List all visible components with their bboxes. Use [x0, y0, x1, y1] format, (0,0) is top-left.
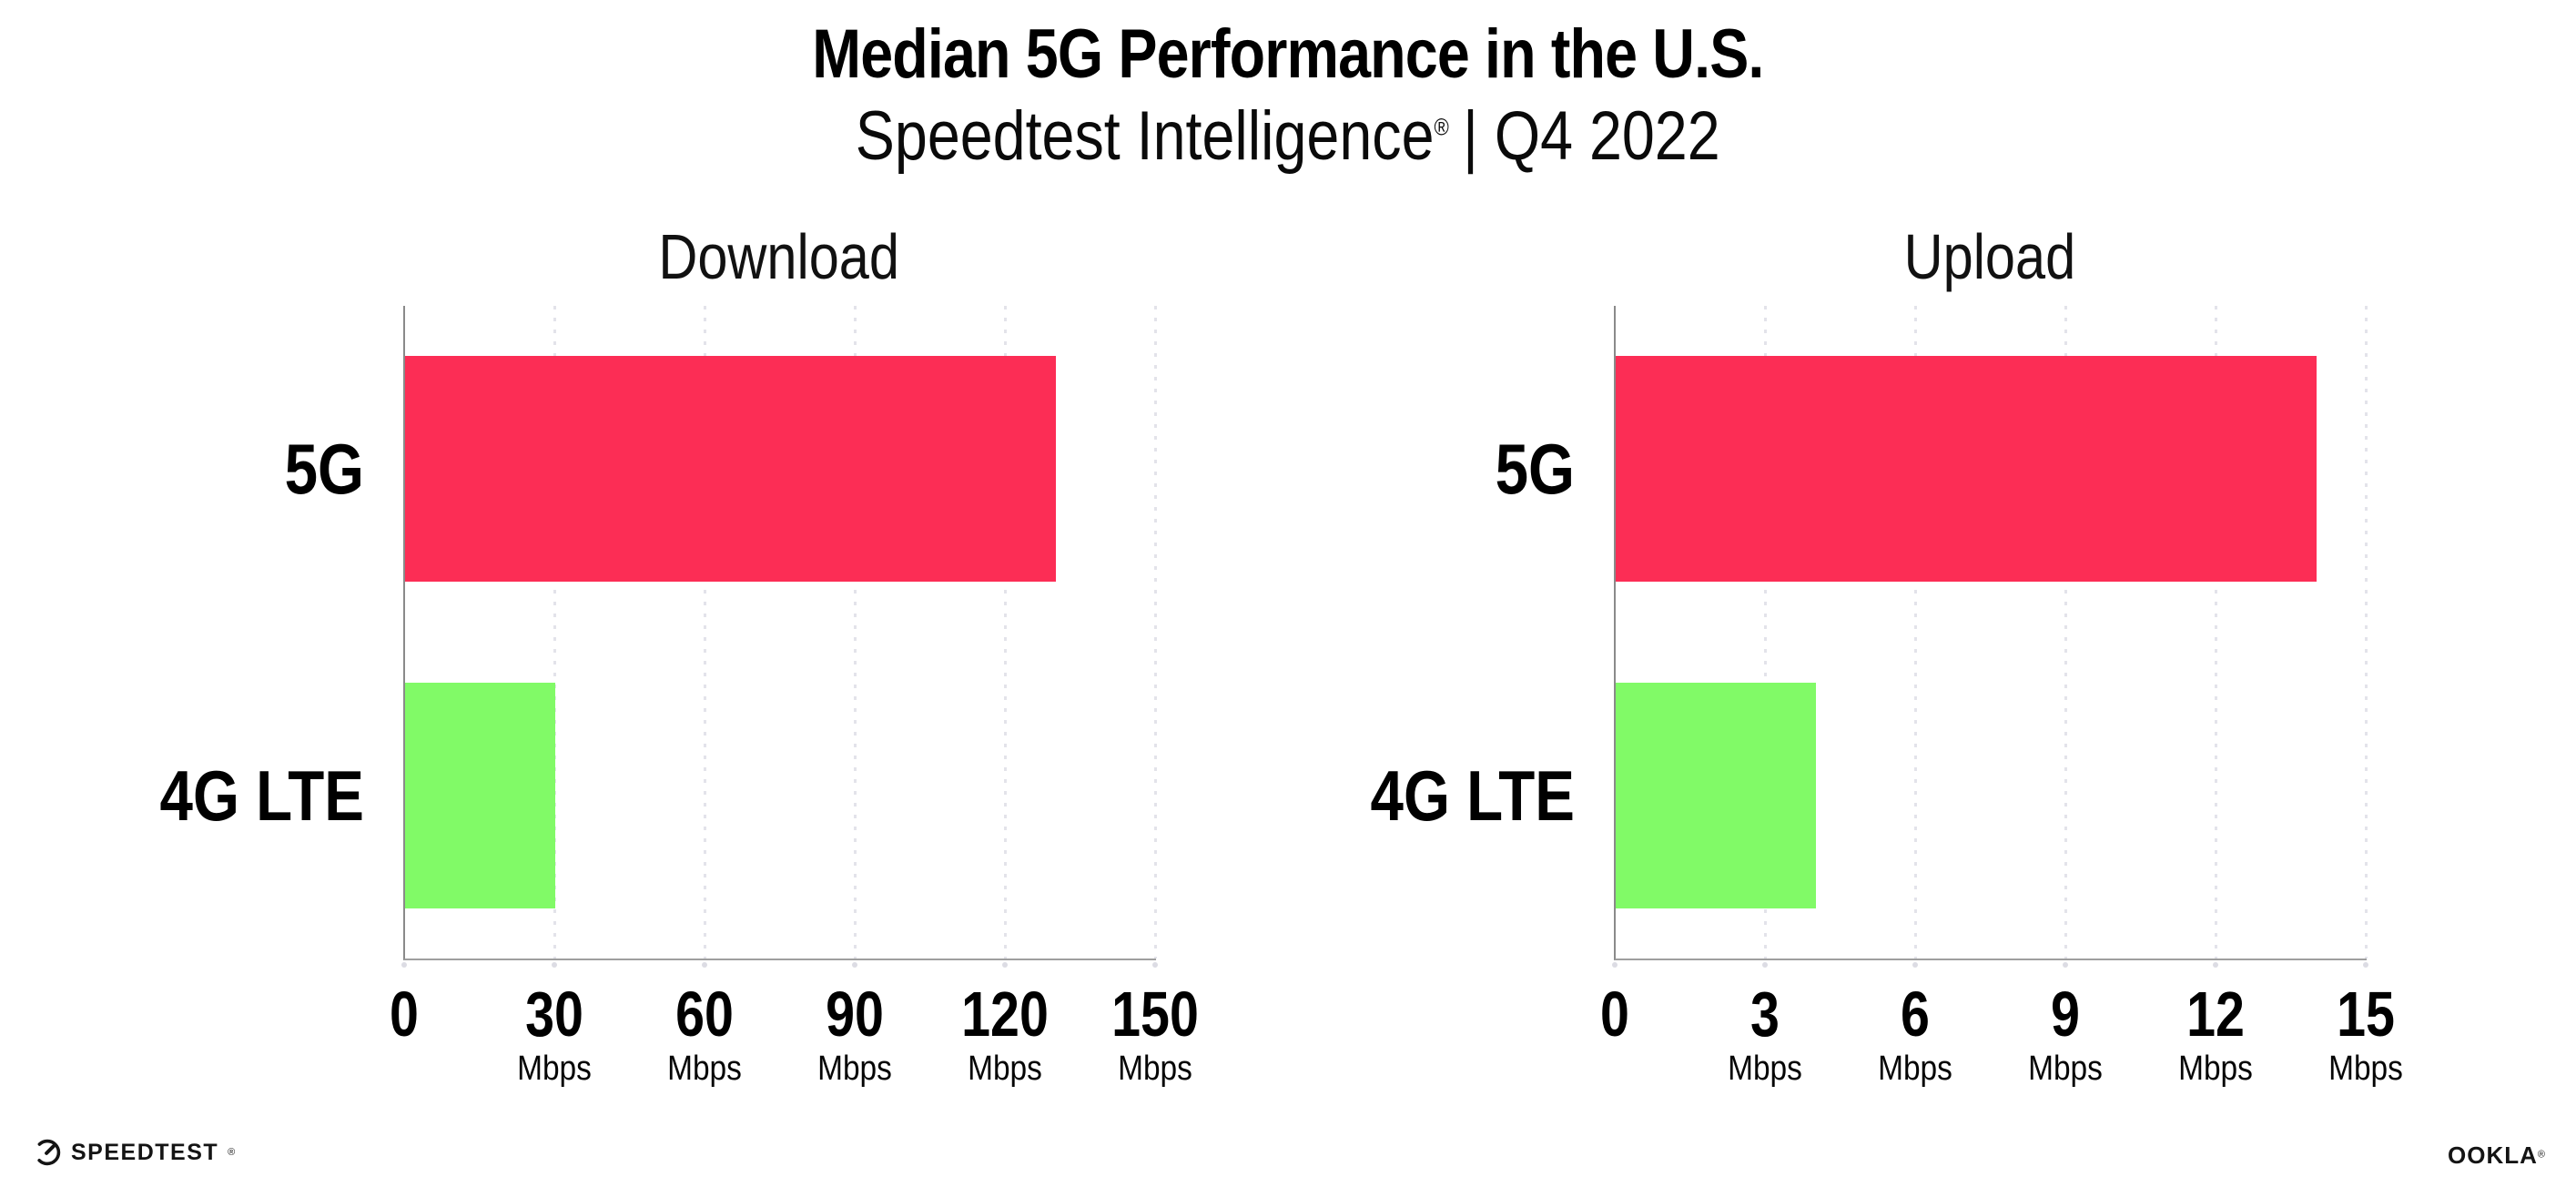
gridline-30 — [553, 306, 556, 959]
ookla-wordmark: OOKLA — [2448, 1141, 2538, 1169]
download-chart-title: Download — [658, 221, 899, 292]
ookla-trademark: ® — [2537, 1149, 2545, 1161]
speedtest-gauge-icon — [34, 1139, 61, 1166]
y-label-5g: 5G — [284, 429, 364, 509]
gridline-60 — [704, 306, 706, 959]
gridline-150 — [1154, 306, 1157, 959]
bar-4g-lte — [405, 683, 555, 908]
speedtest-logo: SPEEDTEST ® — [33, 1138, 235, 1167]
x-tick-label-9: 9 — [2051, 979, 2080, 1050]
y-label-4g-lte: 4G LTE — [159, 756, 364, 836]
x-tick-label-6: 6 — [1901, 979, 1930, 1050]
x-tick-label-12: 12 — [2186, 979, 2245, 1050]
x-tick-label-60: 60 — [675, 979, 734, 1050]
gridline-15 — [2365, 306, 2368, 959]
x-tick-unit-9: Mbps — [2028, 1050, 2103, 1088]
x-tick-label-0: 0 — [1600, 979, 1629, 1050]
x-tick-unit-150: Mbps — [1118, 1050, 1192, 1088]
x-tick-mark-60 — [702, 962, 707, 968]
x-tick-label-30: 30 — [525, 979, 583, 1050]
x-tick-mark-120 — [1002, 962, 1008, 968]
x-tick-label-120: 120 — [961, 979, 1049, 1050]
x-tick-mark-30 — [552, 962, 557, 968]
x-tick-unit-12: Mbps — [2178, 1050, 2253, 1088]
subtitle-brand: Speedtest Intelligence — [856, 97, 1435, 175]
x-tick-mark-150 — [1152, 962, 1158, 968]
page-title-text: Median 5G Performance in the U.S. — [812, 15, 1764, 93]
x-tick-mark-0 — [1612, 962, 1618, 968]
x-tick-mark-0 — [401, 962, 407, 968]
y-label-4g-lte: 4G LTE — [1370, 756, 1575, 836]
bar-5g — [1616, 356, 2317, 582]
x-tick-unit-6: Mbps — [1878, 1050, 1952, 1088]
x-tick-mark-9 — [2063, 962, 2068, 968]
x-tick-mark-15 — [2363, 962, 2368, 968]
y-label-5g: 5G — [1495, 429, 1575, 509]
x-tick-unit-15: Mbps — [2328, 1050, 2403, 1088]
gridline-120 — [1004, 306, 1007, 959]
ookla-logo: OOKLA® — [2448, 1141, 2545, 1170]
gridline-12 — [2215, 306, 2217, 959]
x-tick-mark-90 — [852, 962, 857, 968]
x-tick-label-150: 150 — [1111, 979, 1199, 1050]
gridline-6 — [1914, 306, 1917, 959]
x-tick-unit-90: Mbps — [817, 1050, 892, 1088]
subtitle-period: | Q4 2022 — [1463, 97, 1720, 175]
upload-chart-title: Upload — [1903, 221, 2075, 292]
bar-5g — [405, 356, 1056, 582]
x-tick-unit-120: Mbps — [968, 1050, 1042, 1088]
x-tick-label-15: 15 — [2337, 979, 2395, 1050]
registered-mark: ® — [1434, 113, 1450, 141]
speedtest-wordmark: SPEEDTEST — [71, 1139, 219, 1165]
x-tick-mark-3 — [1762, 962, 1768, 968]
gauge-needle — [45, 1144, 56, 1155]
x-tick-mark-6 — [1912, 962, 1918, 968]
x-tick-mark-12 — [2213, 962, 2218, 968]
download-plot: 0 30 Mbps 60 Mbps 90 Mbps 120 Mbps 150 Mbps 5G 4G LT… — [160, 306, 1199, 1086]
page-title: Median 5G Performance in the U.S. — [0, 16, 2576, 93]
x-tick-label-0: 0 — [390, 979, 419, 1050]
gridline-3 — [1764, 306, 1767, 959]
gridline-9 — [2064, 306, 2067, 959]
x-tick-unit-60: Mbps — [667, 1050, 742, 1088]
x-tick-unit-30: Mbps — [517, 1050, 592, 1088]
page-subtitle: Speedtest Intelligence® | Q4 2022 — [0, 98, 2576, 175]
x-tick-label-3: 3 — [1750, 979, 1780, 1050]
page-subtitle-text: Speedtest Intelligence® | Q4 2022 — [856, 98, 1720, 175]
bar-4g-lte — [1616, 683, 1816, 908]
upload-plot: 0 3 Mbps 6 Mbps 9 Mbps 12 Mbps 15 Mbps 5G 4G LTE — [1371, 306, 2403, 1086]
gridline-90 — [854, 306, 857, 959]
x-tick-unit-3: Mbps — [1728, 1050, 1802, 1088]
x-tick-label-90: 90 — [826, 979, 884, 1050]
